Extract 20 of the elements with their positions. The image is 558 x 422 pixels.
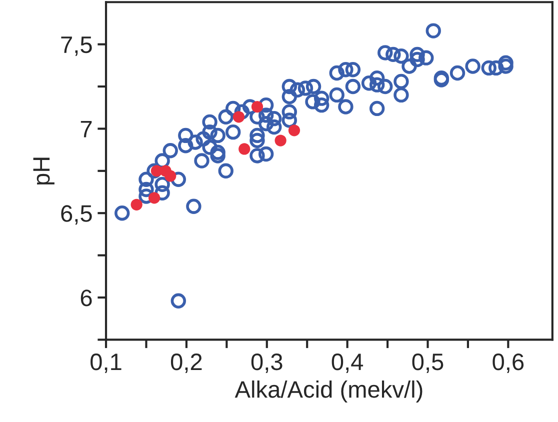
point — [251, 100, 264, 113]
point — [130, 198, 142, 210]
y-tick-label: 7 — [80, 121, 92, 138]
x-tick-label: 0,4 — [332, 354, 364, 374]
x-tick-label: 0,2 — [170, 354, 202, 374]
point — [232, 111, 245, 123]
x-tick-label: 0,1 — [90, 354, 122, 374]
point — [238, 143, 250, 155]
x-tick-label: 0,5 — [412, 354, 444, 374]
point — [288, 124, 300, 136]
y-axis-title: pH — [33, 158, 54, 184]
x-tick-label: 0,6 — [492, 354, 524, 374]
x-tick-label: 0,3 — [251, 354, 282, 374]
x-axis-title: Alka/Acid (mekv/l) — [234, 380, 422, 402]
point — [274, 134, 286, 146]
y-tick-label: 7,5 — [61, 36, 92, 56]
point — [148, 192, 160, 204]
y-tick-label: 6 — [80, 290, 92, 306]
y-tick-label: 6,5 — [61, 205, 92, 225]
point — [164, 170, 176, 182]
